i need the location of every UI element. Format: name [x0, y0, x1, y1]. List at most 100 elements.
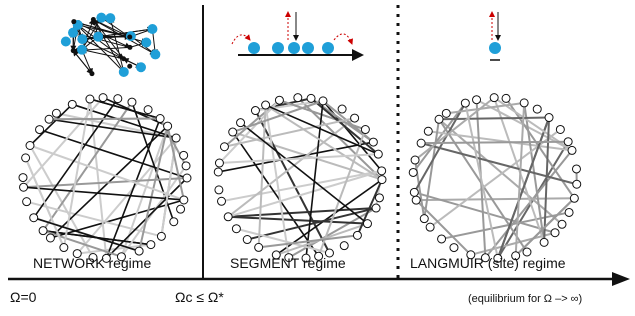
node	[22, 154, 30, 162]
node	[294, 94, 302, 102]
node	[156, 115, 164, 123]
node	[180, 151, 188, 159]
ball	[71, 48, 76, 53]
node	[426, 223, 434, 231]
node	[23, 198, 31, 206]
node	[572, 165, 580, 173]
edge	[413, 103, 465, 172]
figure: NETWORK regime SEGMENT regime LANGMUIR (…	[0, 0, 635, 316]
ball	[91, 17, 96, 22]
ball	[136, 62, 146, 72]
node	[351, 114, 359, 122]
panel-label: LANGMUIR (site) regime	[410, 255, 566, 271]
node	[307, 94, 315, 102]
node	[564, 138, 572, 146]
node	[224, 213, 232, 221]
node	[340, 242, 348, 250]
node	[435, 115, 443, 123]
node	[520, 99, 528, 107]
node	[164, 122, 172, 130]
node	[99, 94, 107, 102]
axis-start: Ω=0	[10, 289, 37, 305]
node	[144, 106, 152, 114]
node	[114, 95, 122, 103]
node	[424, 127, 432, 135]
node	[183, 174, 191, 182]
ball	[127, 35, 132, 40]
node	[369, 138, 377, 146]
node	[378, 167, 386, 175]
node	[172, 134, 180, 142]
node	[442, 109, 450, 117]
node	[215, 186, 223, 194]
node	[232, 225, 240, 233]
node	[363, 220, 371, 228]
node	[568, 146, 576, 154]
node	[147, 241, 155, 249]
node	[450, 244, 458, 252]
node	[251, 107, 259, 115]
node	[556, 125, 564, 133]
node	[412, 196, 420, 204]
ball	[93, 32, 103, 42]
edge	[259, 105, 266, 247]
node	[573, 180, 581, 188]
node	[540, 238, 548, 246]
ball	[141, 38, 151, 48]
edge	[49, 119, 160, 120]
node	[39, 227, 47, 235]
panel-label: NETWORK regime	[33, 255, 151, 271]
node	[243, 236, 251, 244]
node	[490, 94, 498, 102]
node	[52, 109, 60, 117]
node	[214, 168, 222, 176]
node	[68, 100, 76, 108]
ball	[119, 67, 129, 77]
edge	[228, 217, 367, 224]
node	[26, 141, 34, 149]
node	[438, 235, 446, 243]
node	[420, 215, 428, 223]
ball	[96, 13, 106, 23]
node	[19, 174, 27, 182]
node	[86, 95, 94, 103]
node	[220, 143, 228, 151]
ball	[68, 28, 78, 38]
node	[255, 243, 263, 251]
ball	[89, 71, 94, 76]
axis-middle: Ωc ≤ Ω*	[175, 289, 224, 305]
ball	[150, 49, 160, 59]
node	[551, 229, 559, 237]
node	[417, 139, 425, 147]
edge	[421, 143, 577, 184]
node	[409, 168, 417, 176]
node	[46, 234, 54, 242]
node	[45, 115, 53, 123]
ball	[77, 34, 87, 44]
node	[375, 194, 383, 202]
node	[180, 196, 188, 204]
node	[229, 128, 237, 136]
node	[565, 208, 573, 216]
node	[473, 96, 481, 104]
ball	[105, 13, 115, 23]
node	[237, 119, 245, 127]
node	[353, 231, 361, 239]
node	[361, 126, 369, 134]
node	[177, 205, 185, 213]
node	[378, 176, 386, 184]
panel-label: SEGMENT regime	[230, 255, 346, 271]
ball	[121, 56, 126, 61]
axis-end: (equilibrium for Ω –> ∞)	[468, 293, 582, 305]
ball	[147, 24, 157, 34]
node	[36, 126, 44, 134]
node	[262, 101, 270, 109]
node	[215, 159, 223, 167]
langmuir-icon	[489, 12, 501, 60]
node	[410, 188, 418, 196]
ball	[127, 64, 132, 69]
node	[157, 232, 165, 240]
node	[372, 204, 380, 212]
node	[502, 94, 510, 102]
node	[30, 214, 38, 222]
